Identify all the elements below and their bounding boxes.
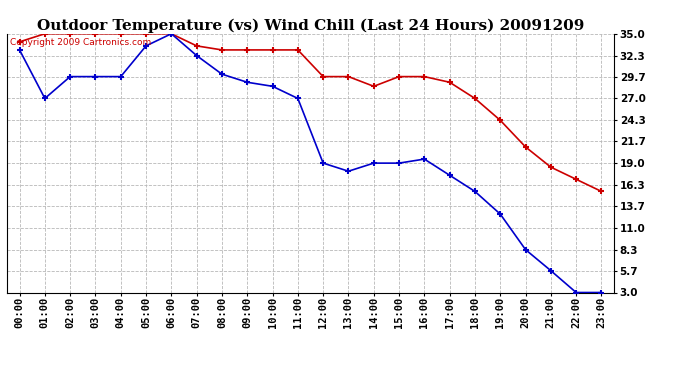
Text: Copyright 2009 Cartronics.com: Copyright 2009 Cartronics.com bbox=[10, 38, 151, 46]
Title: Outdoor Temperature (vs) Wind Chill (Last 24 Hours) 20091209: Outdoor Temperature (vs) Wind Chill (Las… bbox=[37, 18, 584, 33]
